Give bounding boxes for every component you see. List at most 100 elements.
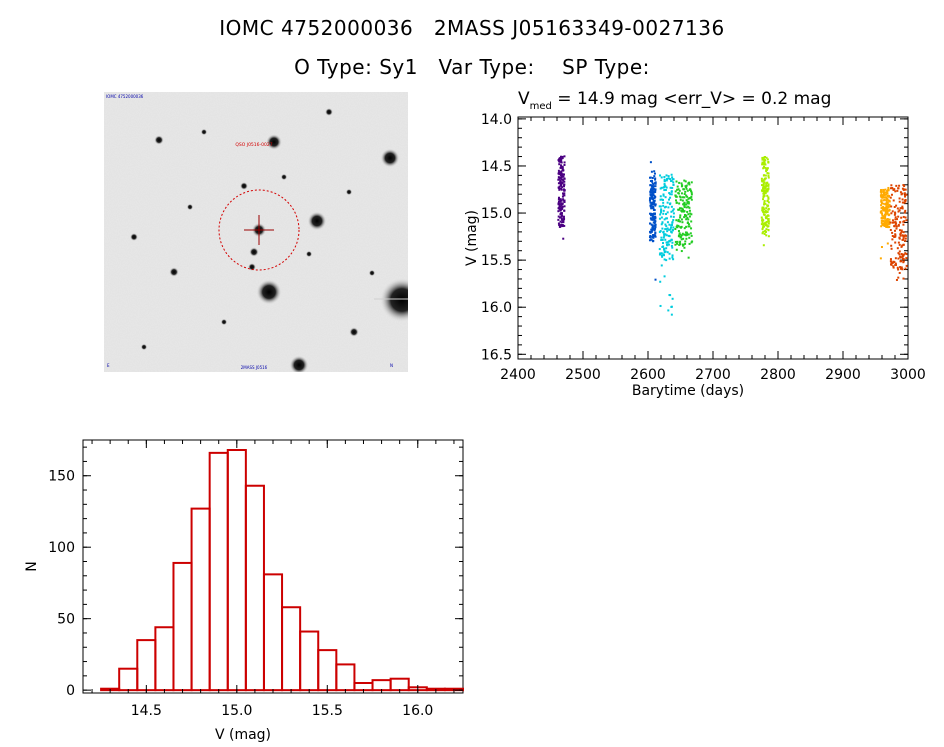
lc-point: [688, 215, 691, 218]
lc-point: [682, 188, 685, 191]
lc-point: [902, 277, 905, 280]
lc-point: [563, 163, 566, 166]
lc-point: [767, 235, 770, 238]
lc-point: [897, 241, 900, 244]
lc-point: [560, 175, 563, 178]
lc-point: [649, 176, 652, 179]
lc-point: [762, 192, 765, 195]
lc-point: [665, 241, 668, 244]
lc-point: [895, 227, 898, 230]
lc-point: [671, 186, 674, 189]
lc-point: [663, 189, 666, 192]
lc-point: [650, 170, 653, 173]
lc-point: [562, 198, 565, 201]
lc-point: [653, 234, 656, 237]
lc-ytick-label: 16.5: [481, 347, 512, 363]
lc-point: [884, 188, 887, 191]
lc-point: [887, 206, 890, 209]
lc-point: [899, 233, 902, 236]
lc-point: [654, 223, 657, 226]
corner-label-right: N: [390, 363, 393, 368]
lc-point: [653, 229, 656, 232]
lc-point: [894, 241, 897, 244]
lc-point: [666, 201, 669, 204]
lc-series-season-6: [879, 186, 891, 260]
lc-point: [652, 236, 655, 239]
lc-point: [681, 208, 684, 211]
lc-point: [889, 228, 892, 231]
lc-point: [681, 221, 684, 224]
lc-point: [672, 181, 675, 184]
lc-point: [654, 185, 657, 188]
lc-point: [671, 228, 674, 231]
lc-point: [880, 196, 883, 199]
lc-point: [663, 218, 666, 221]
lc-point: [766, 167, 769, 170]
lc-point: [561, 157, 564, 160]
lc-point: [893, 235, 896, 238]
lc-point: [899, 207, 902, 210]
lc-point: [880, 201, 883, 204]
lc-point: [879, 194, 882, 197]
lc-point: [890, 212, 893, 215]
lc-point: [561, 202, 564, 205]
lc-point: [557, 200, 560, 203]
lc-point: [665, 186, 668, 189]
lc-point: [688, 242, 691, 245]
lc-point: [683, 196, 686, 199]
lc-point: [685, 218, 688, 221]
lc-point: [654, 204, 657, 207]
lc-point: [660, 238, 663, 241]
lc-point: [766, 158, 769, 161]
lc-point: [898, 209, 901, 212]
lc-point: [559, 179, 562, 182]
lc-point: [880, 199, 883, 202]
lc-point: [660, 176, 663, 179]
lc-point: [671, 256, 674, 259]
lc-point: [897, 276, 900, 279]
hist-bar: [335, 663, 356, 692]
lc-point: [654, 182, 657, 185]
lc-point: [650, 184, 653, 187]
lc-point: [904, 188, 907, 191]
corner-label-bottom: 2MASS J0516: [241, 365, 268, 370]
star-4: [280, 173, 288, 181]
hist-bar: [281, 606, 302, 692]
lc-point: [900, 260, 903, 263]
lc-point: [894, 216, 897, 219]
lc-point: [561, 207, 564, 210]
lc-point: [670, 173, 673, 176]
lc-point: [899, 191, 902, 194]
lc-point: [668, 192, 671, 195]
lc-point: [667, 243, 670, 246]
lc-point: [904, 209, 907, 212]
lc-point: [651, 225, 654, 228]
lc-point: [671, 221, 674, 224]
lc-point: [898, 253, 901, 256]
hist-bar: [172, 561, 193, 692]
lc-point: [881, 217, 884, 220]
lc-point: [680, 238, 683, 241]
lc-point: [679, 240, 682, 243]
lc-point: [888, 194, 891, 197]
type-line: O Type: Sy1 Var Type: SP Type:: [0, 55, 944, 79]
lc-point: [559, 174, 562, 177]
lc-point: [680, 185, 683, 188]
lc-point: [668, 228, 671, 231]
hist-bar: [317, 649, 338, 692]
hist-bar: [226, 449, 247, 692]
lc-point: [766, 188, 769, 191]
lc-point: [904, 195, 907, 198]
lc-point: [663, 184, 666, 187]
lc-point: [654, 231, 657, 234]
lc-point: [663, 275, 666, 278]
lc-point: [890, 263, 893, 266]
lc-point: [764, 174, 767, 177]
lc-point: [679, 214, 682, 217]
lc-point: [900, 230, 903, 233]
lc-point: [898, 197, 901, 200]
lc-point: [662, 201, 665, 204]
lc-point: [557, 178, 560, 181]
lc-point: [562, 199, 565, 202]
lc-point: [891, 234, 894, 237]
